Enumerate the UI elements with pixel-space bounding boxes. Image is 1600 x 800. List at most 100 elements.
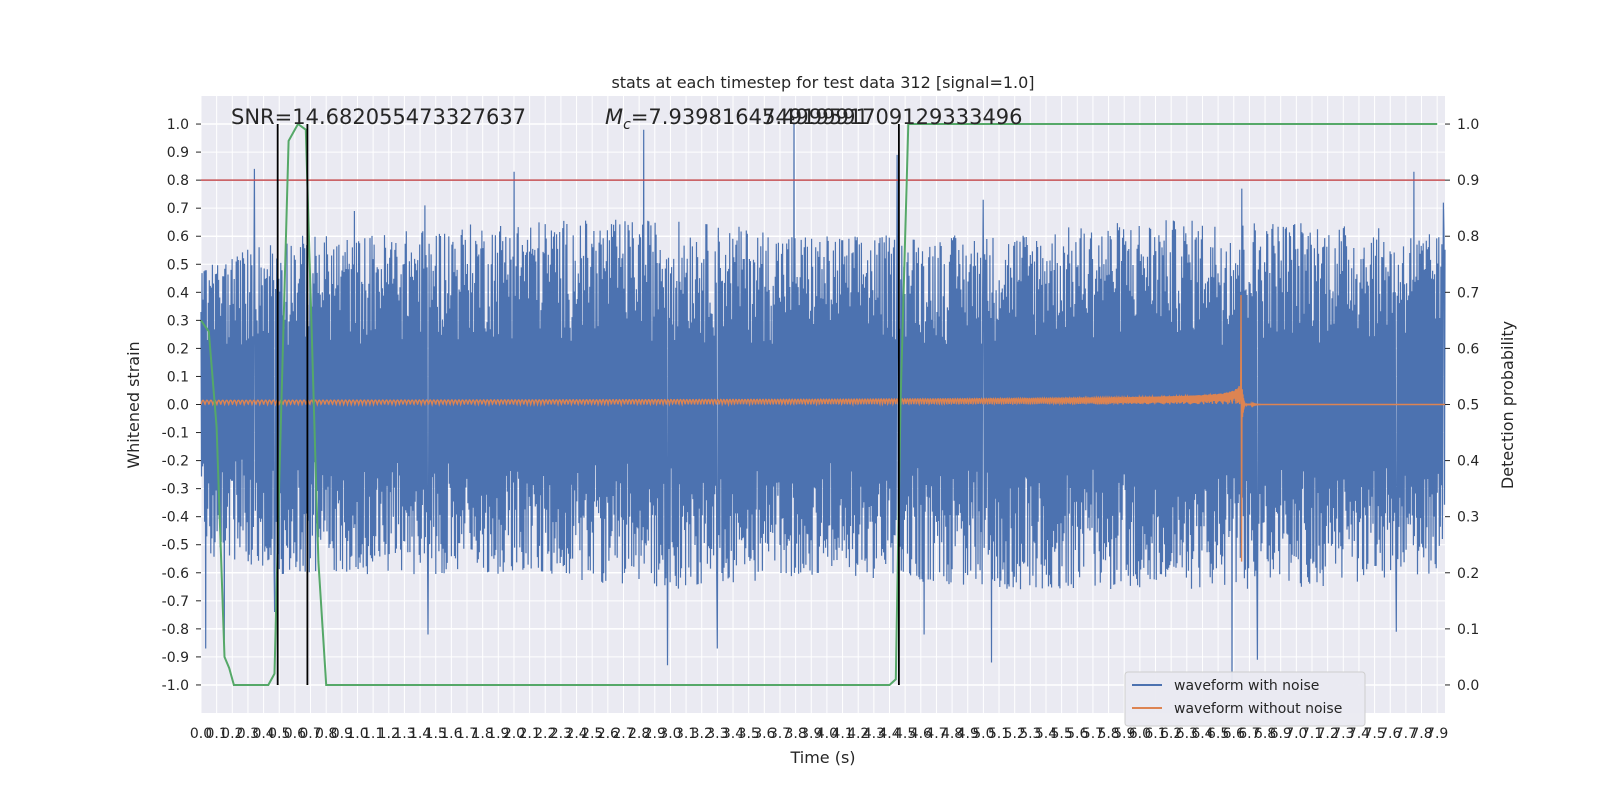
x-tick-label: 5.9 [1113,726,1135,742]
y-axis-right-label: Detection probability [1498,321,1517,489]
x-tick-label: 3.3 [706,726,728,742]
x-tick-label: 0.7 [299,726,321,742]
x-tick-label: 0.1 [206,726,228,742]
x-tick-label: 4.1 [831,726,853,742]
y-right-tick-label: 0.7 [1457,285,1479,301]
y-tick-label: 0.0 [167,398,189,414]
y-tick-label: 0.1 [167,369,189,385]
x-tick-label: 2.7 [612,726,634,742]
x-tick-label: 0.6 [284,726,306,742]
x-tick-label: 4.4 [878,726,900,742]
x-tick-label: 2.9 [644,726,666,742]
x-tick-label: 1.5 [425,726,447,742]
x-tick-label: 5.7 [1082,726,1104,742]
x-tick-label: 5.5 [1050,726,1072,742]
y-axis-label: Whitened strain [124,341,143,468]
y-tick-label: 0.5 [167,257,189,273]
legend-label-clean: waveform without noise [1174,701,1342,717]
y-right-tick-label: 1.0 [1457,117,1479,133]
x-tick-label: 3.1 [675,726,697,742]
x-axis-label: Time (s) [789,748,855,767]
annotations: SNR=14.682055473327637 Mc=7.939816474919… [231,105,1023,133]
mc-symbol: M [605,105,623,129]
x-tick-label: 1.1 [362,726,384,742]
x-tick-label: 6.5 [1207,726,1229,742]
x-tick-label: 2.2 [534,726,556,742]
y-tick-label: 0.9 [167,145,189,161]
y-tick-label: 0.6 [167,229,189,245]
x-tick-label: 7.2 [1317,726,1339,742]
x-tick-label: 0.4 [252,726,274,742]
x-tick-label: 6.4 [1191,726,1213,742]
x-tick-label: 5.3 [1019,726,1041,742]
x-tick-label: 6.9 [1270,726,1292,742]
y-tick-label: 0.8 [167,173,189,189]
snr-annotation: SNR=14.682055473327637 [231,105,526,129]
overlap-annotation: 5.499991709129333496 [762,105,1023,129]
x-tick-label: 6.6 [1223,726,1245,742]
y-right-tick-label: 0.9 [1457,173,1479,189]
x-tick-label: 2.6 [597,726,619,742]
x-tick-label: 6.2 [1160,726,1182,742]
x-tick-label: 1.4 [409,726,431,742]
x-tick-label: 2.3 [550,726,572,742]
x-tick-label: 0.2 [221,726,243,742]
y-tick-label: 0.2 [167,341,189,357]
y-right-tick-label: 0.2 [1457,566,1479,582]
x-tick-label: 6.8 [1254,726,1276,742]
chart-title: stats at each timestep for test data 312… [611,73,1034,92]
x-tick-label: 5.0 [972,726,994,742]
y-right-tick-label: 0.8 [1457,229,1479,245]
x-tick-label: 4.2 [847,726,869,742]
x-tick-label: 3.7 [769,726,791,742]
x-tick-label: 3.6 [753,726,775,742]
x-tick-label: 1.2 [378,726,400,742]
x-tick-label: 2.1 [518,726,540,742]
y-tick-label: -0.8 [162,622,189,638]
x-tick-label: 0.3 [237,726,259,742]
y-tick-label: -0.6 [162,566,189,582]
x-tick-label: 4.7 [925,726,947,742]
y-right-tick-label: 0.1 [1457,622,1479,638]
y-tick-label: 0.3 [167,313,189,329]
y-right-tick-label: 0.5 [1457,398,1479,414]
y-right-tick-label: 0.6 [1457,341,1479,357]
x-tick-label: 2.8 [628,726,650,742]
series-layer [200,122,1446,686]
x-tick-label: 1.9 [487,726,509,742]
x-tick-label: 1.7 [456,726,478,742]
series-detection-probability [200,122,1438,686]
x-tick-label: 5.2 [1004,726,1026,742]
x-tick-label: 1.3 [393,726,415,742]
y-tick-label: 1.0 [167,117,189,133]
x-tick-label: 2.0 [503,726,525,742]
legend: waveform with noise waveform without noi… [1124,671,1366,727]
x-tick-label: 1.0 [346,726,368,742]
y-tick-label: 0.4 [167,285,189,301]
x-tick-label: 6.7 [1238,726,1260,742]
x-tick-label: 4.0 [816,726,838,742]
y-right-tick-label: 0.0 [1457,678,1479,694]
x-tick-label: 5.8 [1097,726,1119,742]
x-tick-label: 3.2 [691,726,713,742]
y-tick-label: -0.5 [162,538,189,554]
x-tick-label: 7.5 [1363,726,1385,742]
x-tick-label: 5.4 [1035,726,1057,742]
x-tick-label: 7.6 [1379,726,1401,742]
mc-subscript: c [623,117,631,133]
x-tick-label: 4.6 [910,726,932,742]
x-tick-label: 5.1 [988,726,1010,742]
y-tick-label: -0.4 [162,510,189,526]
legend-box [1124,671,1366,727]
axes: 0.00.10.20.30.40.50.60.70.80.91.01.11.21… [162,117,1480,742]
x-tick-label: 0.8 [315,726,337,742]
x-tick-label: 4.8 [941,726,963,742]
y-tick-label: -0.3 [162,482,189,498]
x-tick-label: 7.9 [1426,726,1448,742]
x-tick-label: 0.0 [190,726,212,742]
x-tick-label: 2.5 [581,726,603,742]
x-tick-label: 3.0 [659,726,681,742]
mc-annotation: Mc=7.939816474919591 [605,105,869,133]
x-tick-label: 7.7 [1395,726,1417,742]
